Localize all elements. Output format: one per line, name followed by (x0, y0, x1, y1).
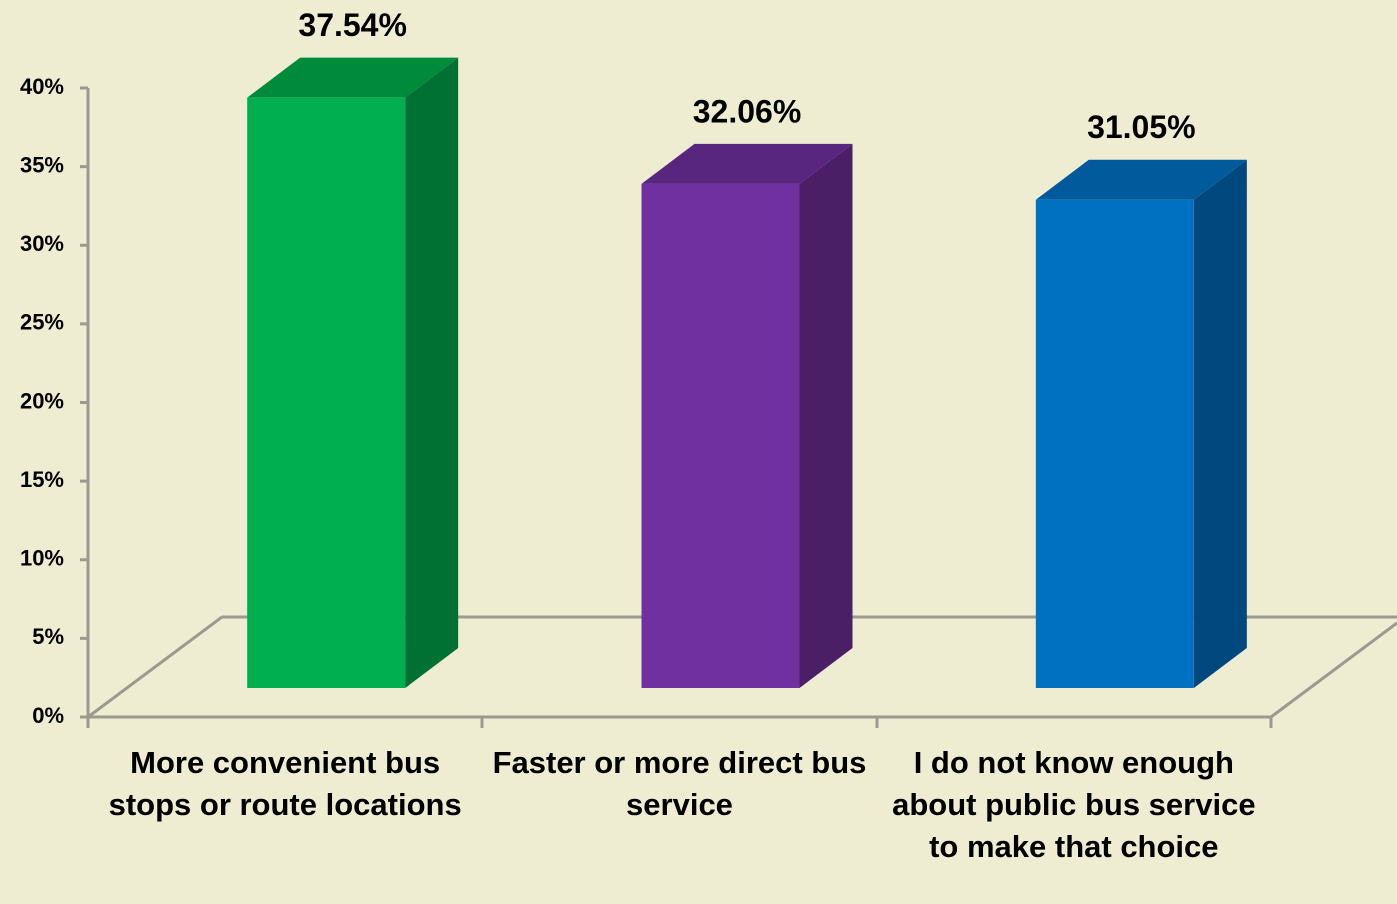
floor-edge (1270, 621, 1397, 719)
bar (1035, 199, 1194, 688)
y-tick-label: 0% (32, 703, 64, 728)
bar-side (405, 57, 459, 689)
y-tick-label: 35% (20, 152, 64, 177)
y-tick-label: 25% (20, 310, 64, 335)
y-tick-label: 15% (20, 467, 64, 492)
x-tick-label: I do not know enough about public bus se… (892, 745, 1256, 864)
bar-side (799, 143, 853, 688)
bar (641, 183, 800, 688)
x-tick-label: Faster or more direct bus service (492, 745, 867, 822)
data-label: 37.54% (298, 7, 407, 43)
bar-side (1193, 159, 1247, 688)
data-label: 31.05% (1087, 109, 1196, 145)
y-tick-label: 10% (20, 546, 64, 571)
y-tick-label: 5% (32, 624, 64, 649)
bar-top (1035, 159, 1247, 200)
bar (247, 97, 406, 689)
data-label: 32.06% (693, 93, 802, 129)
x-tick-label: More convenient bus stops or route locat… (108, 745, 462, 822)
bar-top (641, 143, 853, 184)
y-tick-label: 30% (20, 231, 64, 256)
bar-top (247, 57, 459, 98)
y-tick-label: 20% (20, 388, 64, 413)
y-tick-label: 40% (20, 74, 64, 99)
floor-edge (87, 615, 223, 719)
